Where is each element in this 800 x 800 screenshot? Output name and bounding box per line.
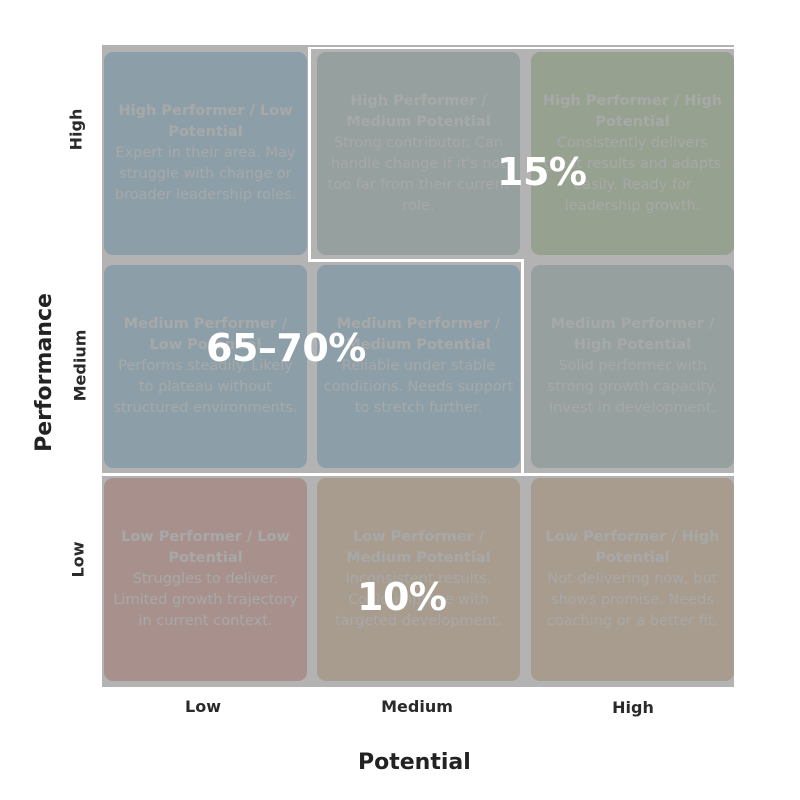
cell-medium-perf-medium-pot: Medium Performer / Medium Potential Relia…: [317, 265, 520, 468]
x-axis-title: Potential: [358, 750, 471, 775]
boundary-line: [102, 473, 734, 476]
cell-title: Low Performer / Medium Potential: [346, 529, 491, 566]
cell-title: Low Performer / High Potential: [545, 529, 720, 566]
cell-desc: Inconsistent results. Could improve with…: [334, 571, 503, 629]
x-tick-low: Low: [185, 697, 221, 716]
cell-title: High Performer / Medium Potential: [346, 92, 491, 130]
cell-low-perf-low-pot: Low Performer / Low Potential Struggles t…: [104, 478, 307, 681]
cell-title: Medium Performer / High Potential: [550, 316, 715, 353]
cell-low-perf-medium-pot: Low Performer / Medium Potential Inconsis…: [317, 478, 520, 681]
cell-title: Low Performer / Low Potential: [121, 529, 290, 566]
cell-title: High Performer / Low Potential: [118, 103, 293, 140]
cell-title: High Performer / High Potential: [542, 92, 723, 130]
percentage-top-right: 15%: [497, 150, 587, 194]
y-axis-title: Performance: [31, 293, 57, 452]
percentage-bottom: 10%: [357, 575, 447, 619]
cell-low-perf-high-pot: Low Performer / High Potential Not delive…: [531, 478, 734, 681]
boundary-line: [308, 47, 311, 261]
cell-desc: Struggles to deliver. Limited growth tra…: [113, 571, 298, 629]
percentage-middle: 65–70%: [206, 326, 366, 370]
cell-desc: Expert in their area. May struggle with …: [114, 145, 297, 203]
cell-desc: Not delivering now, but shows promise. N…: [546, 571, 719, 629]
x-tick-high: High: [612, 698, 654, 717]
cell-desc: Consistently delivers great results and …: [543, 134, 722, 214]
cell-desc: Performs steadily. Likely to plateau wit…: [113, 358, 298, 416]
cell-desc: Solid performer with strong growth capac…: [547, 358, 718, 416]
x-tick-medium: Medium: [381, 697, 453, 716]
boundary-line: [308, 259, 524, 262]
cell-high-perf-low-pot: High Performer / Low Potential Expert in …: [104, 52, 307, 255]
cell-desc: Reliable under stable conditions. Needs …: [323, 358, 514, 416]
cell-high-perf-high-pot: High Performer / High Potential Consisten…: [531, 52, 734, 255]
cell-medium-perf-high-pot: Medium Performer / High Potential Solid p…: [531, 265, 734, 468]
y-tick-high: High: [66, 108, 86, 151]
boundary-line: [521, 259, 524, 475]
cell-medium-perf-low-pot: Medium Performer / Low Potential Performs…: [104, 265, 307, 468]
cell-desc: Strong contributor. Can handle change if…: [327, 134, 510, 214]
cell-title: Medium Performer / Medium Potential: [336, 316, 501, 353]
cell-high-perf-medium-pot: High Performer / Medium Potential Strong …: [317, 52, 520, 255]
cell-title: Medium Performer / Low Potential: [123, 316, 288, 353]
boundary-line: [310, 47, 734, 49]
y-tick-low: Low: [68, 541, 88, 578]
y-tick-medium: Medium: [70, 329, 90, 402]
